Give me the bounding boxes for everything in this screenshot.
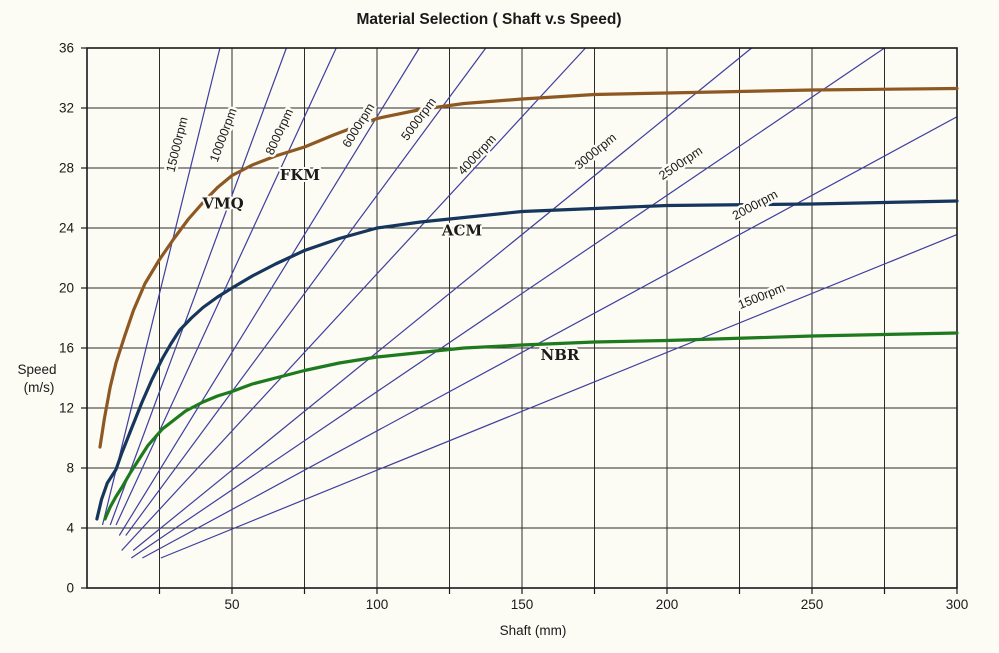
y-tick-label: 24	[59, 221, 75, 236]
x-tick-label: 300	[946, 597, 969, 612]
rpm-line-3000	[132, 47, 753, 551]
material-label-nbr: NBR	[541, 346, 580, 364]
annotations-layer: 15000rpm 10000rpm 8000rpm 6000rpm 5000rpm400…	[161, 93, 789, 366]
y-axis-title-line2: (m/s)	[24, 380, 55, 395]
rpm-line-10000	[109, 47, 287, 526]
x-tick-label: 200	[656, 597, 679, 612]
plot-border	[86, 47, 958, 589]
material-label-fkm: FKM	[280, 166, 320, 184]
rpm-line-1500	[160, 234, 958, 559]
y-tick-label: 4	[66, 521, 74, 536]
curve-nbr	[103, 331, 959, 521]
rpm-line-2500	[130, 47, 885, 559]
rpm-line-6000	[118, 47, 420, 536]
axis-ticks-layer	[81, 47, 958, 594]
x-axis-title: Shaft (mm)	[500, 623, 567, 638]
y-tick-label: 28	[59, 161, 74, 176]
x-tick-label: 50	[224, 597, 239, 612]
x-tick-label: 250	[801, 597, 824, 612]
rpm-line-label-3000: 3000rpm	[572, 130, 619, 172]
plot-frame-layer	[86, 47, 958, 589]
rpm-line-4000	[121, 47, 586, 551]
curve-fkm-vmq	[98, 86, 959, 449]
x-tick-label: 150	[511, 597, 534, 612]
rpm-line-label-15000: 15000rpm	[164, 116, 191, 174]
rpm-line-label-10000: 10000rpm	[207, 106, 240, 164]
y-tick-label: 20	[59, 281, 74, 296]
y-tick-label: 12	[59, 401, 74, 416]
curve-acm	[95, 199, 959, 521]
x-tick-label: 100	[366, 597, 389, 612]
rpm-lines-layer	[101, 47, 958, 559]
y-tick-label: 0	[66, 581, 74, 596]
y-tick-label: 36	[59, 41, 74, 56]
tick-labels-layer: 50 100 150 200 250 300 0 4 8 12 16 20 24 28 32 36	[59, 41, 968, 613]
rpm-line-2000	[142, 116, 958, 559]
rpm-line-5000	[125, 47, 487, 536]
material-label-acm: ACM	[441, 222, 482, 240]
chart-title: Material Selection ( Shaft v.s Speed)	[356, 11, 621, 28]
rpm-line-label-2500: 2500rpm	[656, 144, 705, 183]
rpm-line-15000	[101, 47, 221, 526]
y-tick-label: 16	[59, 341, 74, 356]
material-label-vmq: VMQ	[201, 195, 243, 213]
y-axis-title-line1: Speed	[17, 362, 56, 377]
material-curves-layer	[95, 86, 959, 521]
rpm-line-8000	[115, 47, 337, 526]
y-tick-label: 8	[66, 461, 74, 476]
y-tick-label: 32	[59, 101, 74, 116]
rpm-line-label-4000: 4000rpm	[455, 132, 499, 178]
